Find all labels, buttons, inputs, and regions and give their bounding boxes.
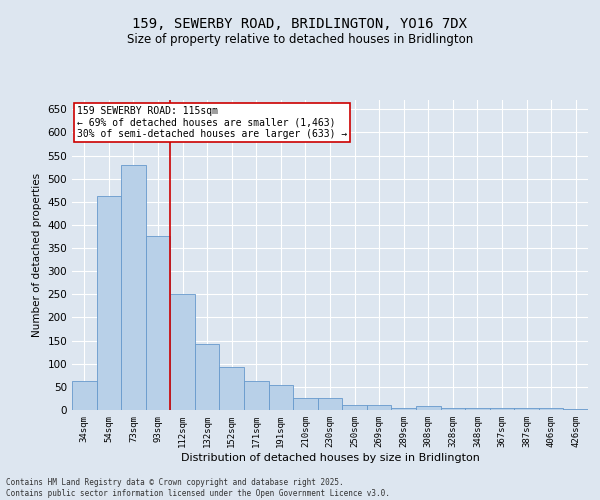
Text: Contains HM Land Registry data © Crown copyright and database right 2025.
Contai: Contains HM Land Registry data © Crown c… xyxy=(6,478,390,498)
Bar xyxy=(293,398,318,410)
Bar xyxy=(465,408,490,410)
Bar xyxy=(244,382,269,410)
Bar xyxy=(514,408,539,410)
Bar xyxy=(170,294,195,410)
Bar xyxy=(146,236,170,410)
Bar xyxy=(440,408,465,410)
Bar xyxy=(97,196,121,410)
Bar xyxy=(391,408,416,410)
Text: Size of property relative to detached houses in Bridlington: Size of property relative to detached ho… xyxy=(127,32,473,46)
Bar xyxy=(269,384,293,410)
Bar xyxy=(539,408,563,410)
Bar xyxy=(195,344,220,410)
Bar xyxy=(563,408,588,410)
Bar xyxy=(121,165,146,410)
Y-axis label: Number of detached properties: Number of detached properties xyxy=(32,173,42,337)
Bar xyxy=(367,406,391,410)
X-axis label: Distribution of detached houses by size in Bridlington: Distribution of detached houses by size … xyxy=(181,452,479,462)
Bar xyxy=(342,406,367,410)
Bar xyxy=(220,367,244,410)
Bar xyxy=(318,398,342,410)
Text: 159, SEWERBY ROAD, BRIDLINGTON, YO16 7DX: 159, SEWERBY ROAD, BRIDLINGTON, YO16 7DX xyxy=(133,18,467,32)
Bar xyxy=(416,406,440,410)
Text: 159 SEWERBY ROAD: 115sqm
← 69% of detached houses are smaller (1,463)
30% of sem: 159 SEWERBY ROAD: 115sqm ← 69% of detach… xyxy=(77,106,347,140)
Bar xyxy=(72,382,97,410)
Bar xyxy=(490,408,514,410)
